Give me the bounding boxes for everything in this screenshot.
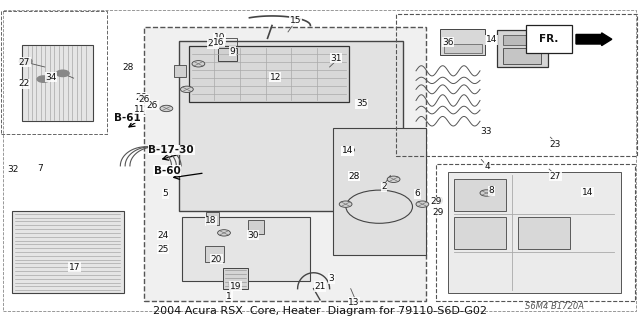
FancyArrow shape <box>576 33 612 46</box>
Text: 28: 28 <box>348 172 360 181</box>
Text: 35: 35 <box>356 99 367 108</box>
Text: 18: 18 <box>205 216 217 225</box>
Bar <box>218 38 237 46</box>
Circle shape <box>192 61 205 67</box>
Text: 19: 19 <box>230 282 241 291</box>
Circle shape <box>218 230 230 236</box>
Text: B-60: B-60 <box>154 166 180 176</box>
Circle shape <box>19 58 32 64</box>
Bar <box>223 268 248 289</box>
Circle shape <box>416 201 429 207</box>
Text: FR.: FR. <box>540 34 559 44</box>
Text: 16: 16 <box>213 38 225 47</box>
Text: 4: 4 <box>485 162 490 171</box>
Text: 9: 9 <box>230 47 235 56</box>
Text: 7: 7 <box>38 164 43 173</box>
Bar <box>179 41 403 211</box>
Text: 6: 6 <box>415 189 420 198</box>
Text: 32: 32 <box>7 165 19 174</box>
Text: B-61: B-61 <box>114 113 141 123</box>
Bar <box>205 246 224 262</box>
Circle shape <box>160 105 173 112</box>
Text: 26: 26 <box>138 95 150 104</box>
Text: 27: 27 <box>207 39 219 48</box>
Circle shape <box>37 76 50 82</box>
Bar <box>218 48 237 61</box>
Text: 31: 31 <box>330 54 342 63</box>
Text: 21: 21 <box>314 282 326 291</box>
Bar <box>436 164 635 301</box>
Text: B-17-30: B-17-30 <box>148 145 194 155</box>
Text: 8: 8 <box>489 186 494 195</box>
Text: 26: 26 <box>135 93 147 102</box>
Text: 27: 27 <box>550 172 561 181</box>
Bar <box>22 45 93 121</box>
Text: 29: 29 <box>433 197 444 206</box>
Bar <box>518 217 570 249</box>
Bar <box>440 29 485 55</box>
Bar <box>144 27 426 301</box>
Text: 28: 28 <box>122 63 134 72</box>
Bar <box>503 35 541 45</box>
Text: 13: 13 <box>348 298 360 307</box>
Text: 1: 1 <box>227 292 232 300</box>
Text: 34: 34 <box>45 73 57 82</box>
Circle shape <box>180 86 193 93</box>
Text: 22: 22 <box>19 79 30 88</box>
Bar <box>526 25 572 53</box>
Text: 10: 10 <box>214 33 225 42</box>
Text: 20: 20 <box>211 255 222 263</box>
Bar <box>503 48 541 64</box>
Text: 26: 26 <box>147 101 158 110</box>
Text: 27: 27 <box>19 58 30 67</box>
Bar <box>448 172 621 293</box>
Text: 12: 12 <box>269 73 281 82</box>
Text: 29: 29 <box>433 208 444 217</box>
Text: 14: 14 <box>342 146 353 155</box>
Text: 5: 5 <box>163 189 168 198</box>
Text: 3: 3 <box>329 274 334 283</box>
Text: 14: 14 <box>342 146 353 155</box>
Bar <box>248 220 264 234</box>
Text: 15: 15 <box>290 16 301 25</box>
Text: 29: 29 <box>431 197 442 206</box>
Bar <box>1 11 107 134</box>
Text: 2004 Acura RSX  Core, Heater  Diagram for 79110-S6D-G02: 2004 Acura RSX Core, Heater Diagram for … <box>153 306 487 316</box>
Text: 25: 25 <box>157 245 169 254</box>
Text: 2: 2 <box>381 182 387 191</box>
Circle shape <box>480 190 493 196</box>
Bar <box>12 211 124 293</box>
Circle shape <box>56 70 69 77</box>
Text: 33: 33 <box>481 127 492 136</box>
Text: 23: 23 <box>550 140 561 149</box>
Bar <box>396 14 637 156</box>
Bar <box>454 217 506 249</box>
Text: 14: 14 <box>582 188 593 197</box>
Circle shape <box>339 201 352 207</box>
Text: 36: 36 <box>442 38 454 47</box>
Bar <box>174 65 186 77</box>
Bar <box>497 30 548 67</box>
Circle shape <box>342 147 355 153</box>
Bar <box>444 44 482 53</box>
Text: 17: 17 <box>68 263 80 272</box>
Text: 30: 30 <box>247 231 259 240</box>
Text: 24: 24 <box>157 231 169 240</box>
Text: 28: 28 <box>348 172 360 181</box>
Bar <box>182 217 310 281</box>
Text: 14: 14 <box>486 35 497 44</box>
Bar <box>206 212 219 225</box>
Bar <box>333 128 426 255</box>
Circle shape <box>387 176 400 182</box>
Text: 11: 11 <box>134 105 145 114</box>
Bar <box>454 179 506 211</box>
Bar <box>189 46 349 102</box>
Text: S6M4 B1720A: S6M4 B1720A <box>525 302 584 311</box>
